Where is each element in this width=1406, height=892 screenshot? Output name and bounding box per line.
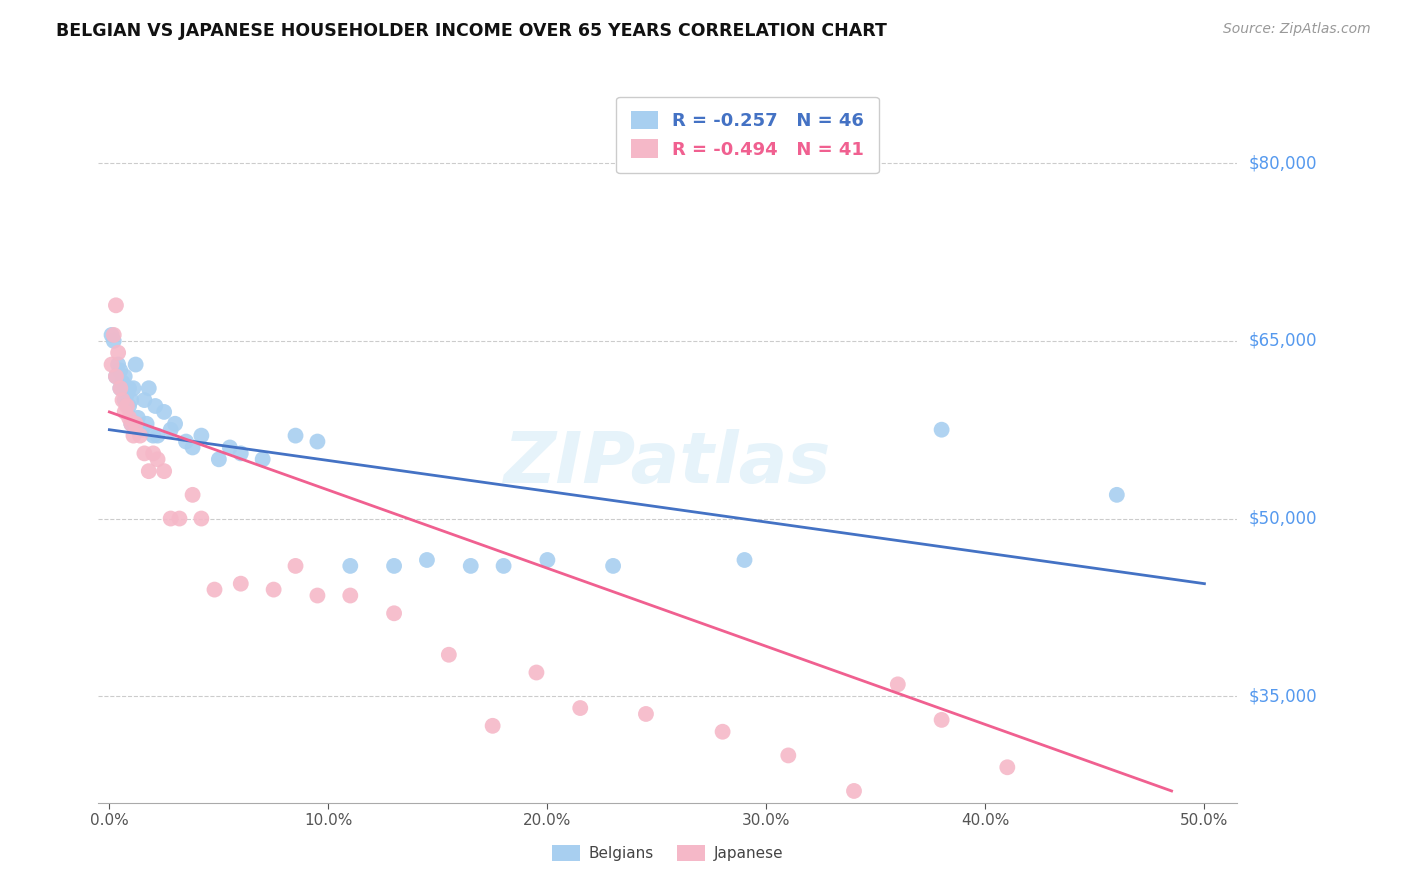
- Point: [129, 428, 152, 442]
- Point: [120, 417, 142, 431]
- Point: [142, 446, 165, 460]
- Point: [339, 589, 361, 603]
- Point: [569, 701, 592, 715]
- Point: [107, 358, 129, 372]
- Point: [159, 511, 181, 525]
- Point: [204, 582, 226, 597]
- Point: [995, 760, 1018, 774]
- Text: $35,000: $35,000: [1249, 687, 1317, 706]
- Point: [103, 327, 125, 342]
- Point: [711, 724, 734, 739]
- Point: [382, 558, 405, 573]
- Point: [181, 441, 204, 455]
- Point: [284, 428, 307, 442]
- Point: [887, 677, 910, 691]
- Point: [778, 748, 800, 763]
- Point: [284, 558, 307, 573]
- Point: [146, 452, 169, 467]
- Point: [122, 381, 145, 395]
- Point: [931, 423, 953, 437]
- Point: [145, 399, 167, 413]
- Point: [114, 369, 136, 384]
- Point: [115, 387, 138, 401]
- Point: [174, 434, 197, 449]
- Point: [127, 410, 149, 425]
- Point: [1105, 488, 1128, 502]
- Point: [124, 417, 146, 431]
- Point: [229, 576, 252, 591]
- Point: [131, 423, 153, 437]
- Text: $50,000: $50,000: [1249, 509, 1317, 527]
- Point: [122, 428, 145, 442]
- Point: [165, 417, 187, 431]
- Point: [229, 446, 252, 460]
- Point: [104, 369, 127, 384]
- Point: [138, 464, 160, 478]
- Point: [190, 428, 212, 442]
- Point: [159, 423, 181, 437]
- Point: [111, 376, 134, 390]
- Point: [120, 417, 142, 431]
- Point: [842, 784, 865, 798]
- Point: [153, 405, 176, 419]
- Legend: Belgians, Japanese: Belgians, Japanese: [546, 839, 790, 867]
- Point: [307, 434, 329, 449]
- Point: [114, 405, 136, 419]
- Point: [110, 381, 132, 395]
- Text: $65,000: $65,000: [1249, 332, 1317, 350]
- Point: [104, 298, 127, 312]
- Point: [931, 713, 953, 727]
- Point: [124, 358, 146, 372]
- Point: [115, 399, 138, 413]
- Point: [134, 446, 156, 460]
- Point: [602, 558, 624, 573]
- Point: [142, 428, 165, 442]
- Point: [437, 648, 460, 662]
- Point: [190, 511, 212, 525]
- Point: [114, 393, 136, 408]
- Point: [153, 464, 176, 478]
- Point: [146, 428, 169, 442]
- Point: [118, 381, 141, 395]
- Point: [181, 488, 204, 502]
- Point: [218, 441, 240, 455]
- Point: [110, 363, 132, 377]
- Point: [526, 665, 548, 680]
- Text: Source: ZipAtlas.com: Source: ZipAtlas.com: [1223, 22, 1371, 37]
- Point: [492, 558, 515, 573]
- Point: [118, 410, 141, 425]
- Point: [734, 553, 756, 567]
- Point: [416, 553, 439, 567]
- Point: [252, 452, 274, 467]
- Point: [135, 417, 157, 431]
- Point: [100, 358, 122, 372]
- Point: [134, 393, 156, 408]
- Text: $80,000: $80,000: [1249, 154, 1317, 172]
- Point: [460, 558, 482, 573]
- Point: [382, 607, 405, 621]
- Point: [103, 334, 125, 348]
- Point: [110, 381, 132, 395]
- Point: [481, 719, 503, 733]
- Text: ZIPatlas: ZIPatlas: [505, 429, 831, 498]
- Point: [120, 393, 142, 408]
- Point: [536, 553, 558, 567]
- Point: [263, 582, 285, 597]
- Point: [634, 706, 657, 721]
- Point: [118, 399, 141, 413]
- Point: [104, 369, 127, 384]
- Point: [100, 327, 122, 342]
- Point: [339, 558, 361, 573]
- Point: [208, 452, 231, 467]
- Point: [307, 589, 329, 603]
- Point: [169, 511, 191, 525]
- Point: [111, 393, 134, 408]
- Point: [138, 381, 160, 395]
- Text: BELGIAN VS JAPANESE HOUSEHOLDER INCOME OVER 65 YEARS CORRELATION CHART: BELGIAN VS JAPANESE HOUSEHOLDER INCOME O…: [56, 22, 887, 40]
- Point: [107, 345, 129, 359]
